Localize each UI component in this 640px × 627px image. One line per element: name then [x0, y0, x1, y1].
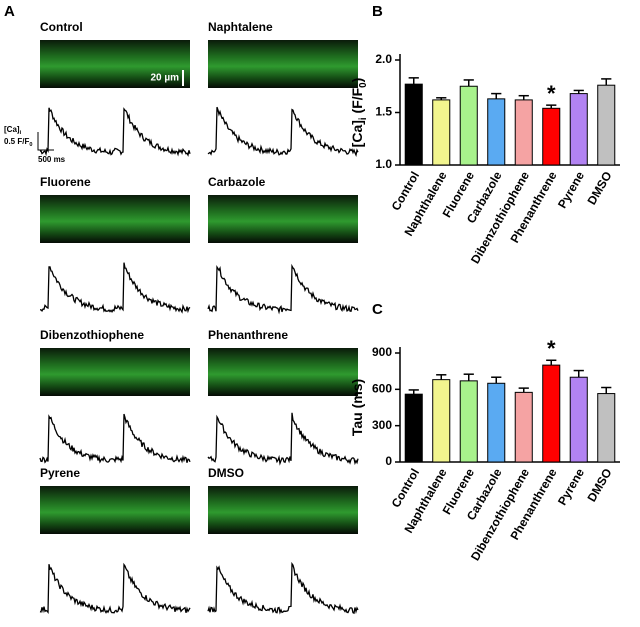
image-title: Control: [40, 20, 83, 34]
image-title: Pyrene: [40, 466, 80, 480]
y-tick-label: 1.5: [375, 105, 392, 119]
y-axis-label-part: 0: [358, 82, 369, 88]
bar: [487, 98, 506, 166]
linescan-image: [40, 348, 190, 396]
bar: [404, 393, 423, 463]
linescan-image: [40, 40, 190, 88]
x-tick-label: Pyrene: [555, 466, 587, 508]
bar: [459, 380, 478, 463]
scale-label: 0.5 F/F0: [4, 137, 32, 148]
panel-label: A: [4, 3, 15, 20]
scale-label: [Ca]i: [4, 125, 22, 136]
calcium-trace: [207, 106, 359, 157]
y-axis-label-part: Tau (ms): [349, 379, 365, 436]
y-tick-label: 1.0: [375, 157, 392, 171]
calcium-trace: [39, 562, 191, 614]
image-title: Naphtalene: [208, 20, 273, 34]
image-title: DMSO: [208, 466, 244, 480]
image-title: Fluorene: [40, 175, 91, 189]
y-tick-label: 0: [385, 454, 392, 468]
y-axis-label-part: i: [358, 117, 369, 120]
image-title: Phenanthrene: [208, 328, 288, 342]
bar: [487, 382, 506, 463]
scale-label-part: [Ca]: [4, 125, 20, 134]
calcium-trace: [207, 412, 359, 466]
bar: [404, 83, 423, 166]
calcium-trace: [39, 107, 191, 157]
calcium-trace: [207, 561, 359, 615]
calcium-trace: [207, 263, 359, 315]
significance-marker: *: [547, 336, 556, 361]
y-axis-label-part: ): [349, 78, 365, 83]
y-axis-label-part: [Ca]: [349, 120, 365, 147]
linescan-image: [208, 40, 358, 88]
calcium-trace: [39, 413, 191, 464]
significance-marker: *: [547, 81, 556, 106]
y-tick-label: 2.0: [375, 52, 392, 66]
linescan-image: [40, 195, 190, 243]
linescan-image: [208, 195, 358, 243]
linescan-image: [40, 486, 190, 534]
scale-label: 500 ms: [38, 155, 66, 164]
bar: [514, 99, 533, 166]
bar: [542, 364, 561, 463]
calcium-trace: [40, 262, 191, 314]
bar: [597, 393, 616, 463]
y-axis-label: [Ca]i (F/F0): [349, 78, 369, 148]
scale-label: 20 µm: [150, 73, 179, 84]
bar: [569, 376, 588, 463]
scale-label-part: 0.5 F/F: [4, 137, 29, 146]
bar: [597, 84, 616, 166]
bar: [514, 391, 533, 463]
linescan-image: [208, 348, 358, 396]
panel-label: B: [372, 3, 383, 20]
y-tick-label: 600: [372, 382, 392, 396]
scale-label-part: 0: [29, 142, 32, 148]
linescan-image: [208, 486, 358, 534]
scale-label-part: i: [20, 130, 22, 136]
x-tick-label: DMSO: [584, 169, 614, 207]
y-tick-label: 300: [372, 418, 392, 432]
y-axis-label-part: (F/F: [349, 87, 365, 117]
x-tick-label: DMSO: [584, 466, 614, 504]
image-title: Dibenzothiophene: [40, 328, 144, 342]
image-title: Carbazole: [208, 175, 266, 189]
bar: [542, 107, 561, 166]
x-tick-label: Pyrene: [555, 169, 587, 211]
y-tick-label: 900: [372, 345, 392, 359]
bar: [432, 99, 451, 166]
scale-bar: [37, 132, 54, 151]
panel-label: C: [372, 301, 383, 318]
y-axis-label: Tau (ms): [349, 379, 365, 436]
bar: [432, 379, 451, 463]
bar: [459, 85, 478, 166]
bar: [569, 93, 588, 166]
